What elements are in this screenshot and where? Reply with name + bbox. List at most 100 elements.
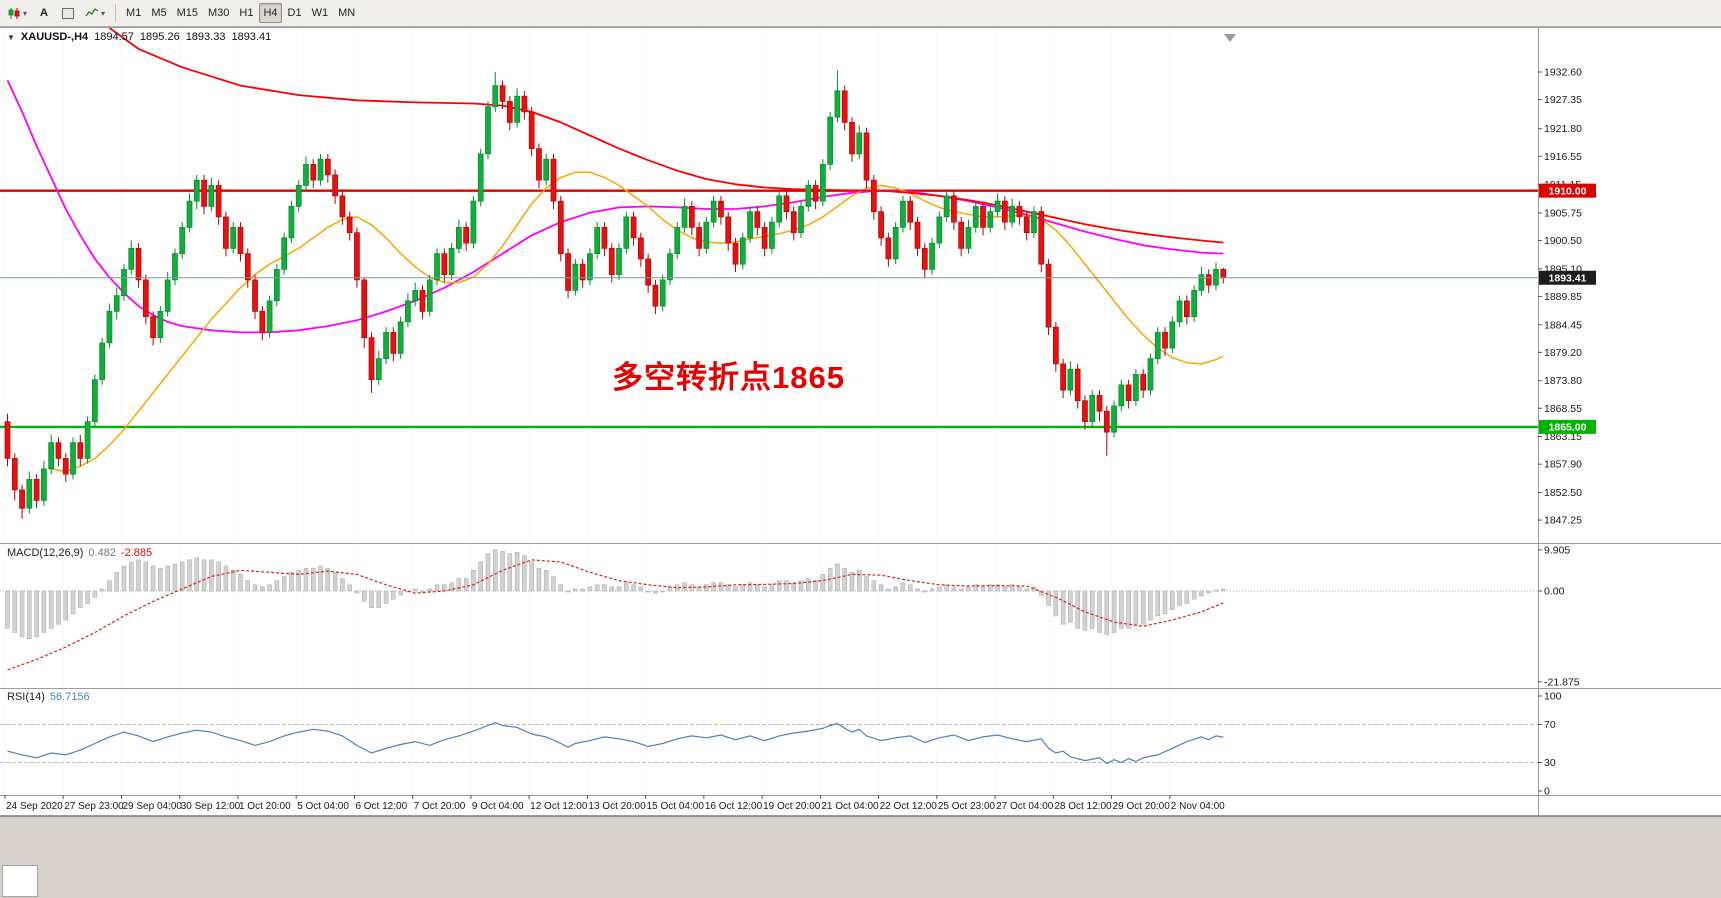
candle-body xyxy=(266,300,273,333)
macd-axis-label: -21.875 xyxy=(1544,676,1580,688)
candle-body xyxy=(215,185,222,218)
candle-body xyxy=(84,421,91,459)
candle-body xyxy=(375,358,382,380)
macd-histogram-bar xyxy=(616,586,622,592)
price-tick-label: 1932.60 xyxy=(1544,67,1582,79)
macd-histogram-bar xyxy=(602,584,607,592)
candle-body xyxy=(608,248,615,275)
macd-histogram-bar xyxy=(1199,590,1204,597)
tools-group: ▾ A ▾ xyxy=(3,3,110,23)
macd-histogram-bar xyxy=(1017,586,1022,592)
candle-body xyxy=(812,185,819,202)
macd-histogram-bar xyxy=(201,559,207,592)
macd-signal-value: -2.885 xyxy=(120,547,153,559)
macd-main-value: 0.482 xyxy=(88,547,116,559)
timeframe-button-H1[interactable]: H1 xyxy=(235,3,257,23)
chart-type-button[interactable]: ▾ xyxy=(4,3,31,23)
macd-histogram-bar xyxy=(624,582,629,592)
candle-body xyxy=(951,195,957,223)
candle-body xyxy=(303,164,309,186)
ohlc-high: 1895.26 xyxy=(139,31,180,43)
timeframe-button-M15[interactable]: M15 xyxy=(173,3,202,23)
macd-histogram-bar xyxy=(1111,590,1117,633)
timeframe-button-MN[interactable]: MN xyxy=(334,3,359,23)
candle-body xyxy=(448,248,455,275)
candle-body xyxy=(492,85,499,108)
macd-histogram-bar xyxy=(471,570,476,592)
macd-name: MACD(12,26,9) xyxy=(7,547,84,559)
bid-badge-label: 1893.41 xyxy=(1549,273,1587,285)
candle-body xyxy=(499,85,506,102)
chart-plot-area[interactable] xyxy=(0,27,1721,815)
candle-body xyxy=(1220,269,1227,279)
candle-body xyxy=(696,227,702,249)
macd-histogram-bar xyxy=(893,586,898,592)
time-tick-label: 9 Oct 04:00 xyxy=(472,801,524,812)
chart-menu-icon[interactable]: ▼ xyxy=(7,32,15,42)
macd-histogram-bar xyxy=(1119,590,1124,629)
rsi-name: RSI(14) xyxy=(7,691,45,703)
chevron-down-icon: ▾ xyxy=(101,8,106,18)
macd-histogram-bar xyxy=(740,584,746,592)
text-annotation-button[interactable]: A xyxy=(33,3,55,23)
macd-axis-label: 9.905 xyxy=(1544,544,1570,556)
candle-body xyxy=(281,237,287,270)
macd-histogram-bar xyxy=(172,563,178,592)
candle-body xyxy=(230,227,237,249)
candle-body xyxy=(142,279,149,317)
chart-annotation[interactable]: 多空转折点1865 xyxy=(612,360,845,395)
candle-body xyxy=(456,227,462,249)
timeframe-button-M30[interactable]: M30 xyxy=(204,3,233,23)
candle-body xyxy=(244,253,251,281)
macd-histogram-bar xyxy=(522,555,527,592)
macd-histogram-bar xyxy=(56,590,61,625)
macd-histogram-bar xyxy=(1068,590,1073,623)
chart-shift-marker[interactable] xyxy=(1224,34,1236,42)
panel-frame xyxy=(0,27,1721,816)
candle-body xyxy=(805,185,812,207)
macd-histogram-bar xyxy=(1002,586,1008,592)
macd-histogram-bar xyxy=(485,553,491,592)
candle-body xyxy=(878,211,884,239)
macd-histogram-bar xyxy=(412,588,418,592)
macd-histogram-bar xyxy=(915,588,920,592)
time-tick-label: 6 Oct 12:00 xyxy=(355,801,407,812)
macd-histogram-bar xyxy=(565,590,571,593)
timeframe-button-D1[interactable]: D1 xyxy=(284,3,306,23)
candle-body xyxy=(157,311,164,338)
macd-histogram-bar xyxy=(99,588,105,592)
hline-badge-1910.00 xyxy=(1539,183,1596,198)
macd-histogram-bar xyxy=(907,584,913,592)
macd-histogram-bar xyxy=(318,565,323,592)
candle-body xyxy=(761,227,768,249)
price-tick-label: 1847.25 xyxy=(1544,515,1582,527)
macd-histogram-bar xyxy=(1206,590,1211,594)
time-tick-label: 24 Sep 2020 xyxy=(6,801,63,812)
macd-histogram-bar xyxy=(594,584,600,592)
ohlc-open: 1894.57 xyxy=(94,31,134,43)
time-tick-label: 19 Oct 20:00 xyxy=(763,801,821,812)
macd-histogram-bar xyxy=(245,580,250,592)
timeframe-button-W1[interactable]: W1 xyxy=(308,3,333,23)
shapes-button[interactable] xyxy=(57,3,79,23)
indicators-button[interactable]: ▾ xyxy=(81,3,109,23)
candle-body xyxy=(237,227,244,254)
macd-histogram-bar xyxy=(434,584,440,592)
candle-body xyxy=(259,311,266,333)
macd-histogram-bar xyxy=(121,565,127,592)
timeframe-button-H4[interactable]: H4 xyxy=(259,3,282,23)
macd-histogram-bar xyxy=(179,561,185,592)
hline-badge-1910.00-label: 1910.00 xyxy=(1549,185,1587,197)
candle-body xyxy=(1205,274,1212,286)
macd-histogram-bar xyxy=(784,580,789,592)
horizontal-lines[interactable] xyxy=(0,189,1538,429)
candle-body xyxy=(1067,368,1074,391)
macd-histogram-bar xyxy=(274,580,280,592)
timeframe-button-M1[interactable]: M1 xyxy=(122,3,145,23)
candle-body xyxy=(914,221,921,249)
macd-histogram-bar xyxy=(361,590,367,602)
macd-histogram-bar xyxy=(325,567,331,592)
timeframe-button-M5[interactable]: M5 xyxy=(147,3,170,23)
